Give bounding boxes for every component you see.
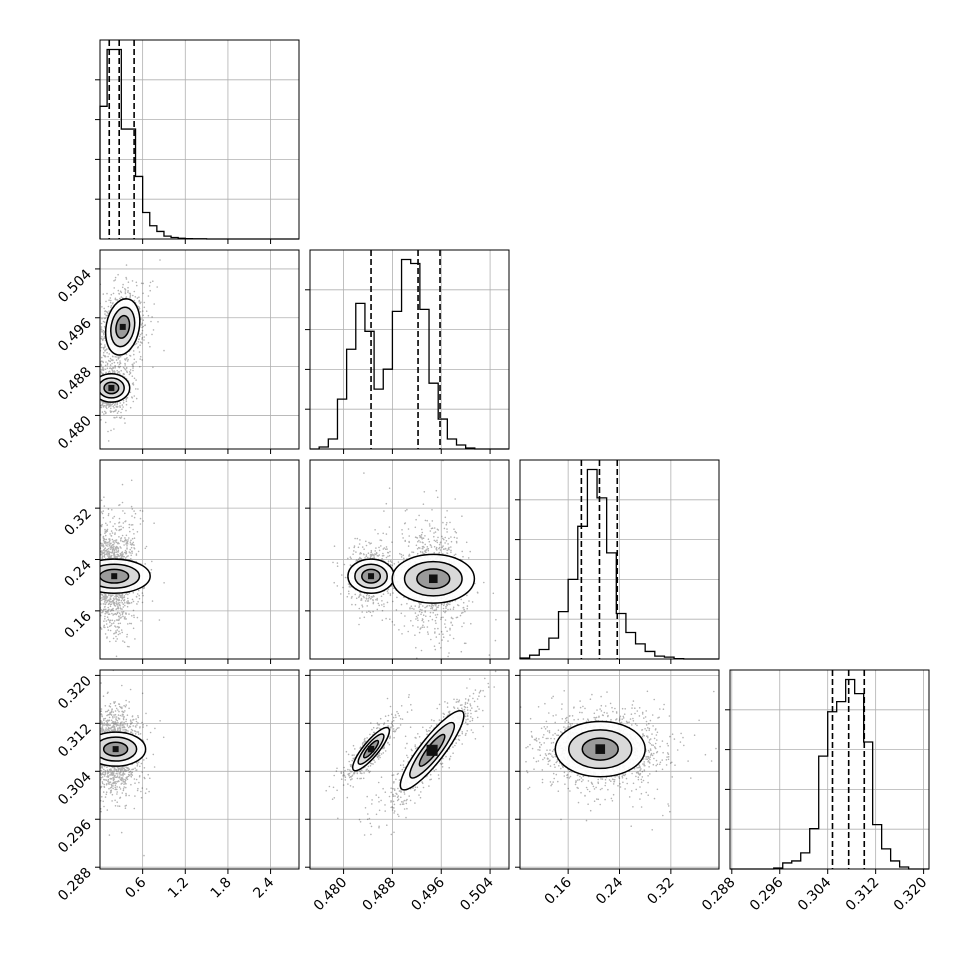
panel-frame xyxy=(519,669,720,870)
panel-frame xyxy=(309,249,510,450)
histogram-step xyxy=(99,48,299,240)
y-tick-label: 0.288 xyxy=(55,865,95,905)
y-tick-label: 0.480 xyxy=(55,413,95,453)
histogram-step xyxy=(310,258,509,450)
histogram-panel xyxy=(95,39,300,244)
density-peak xyxy=(112,746,119,753)
y-tick-label: 0.296 xyxy=(55,817,95,857)
panel-frame xyxy=(519,459,720,660)
y-tick-label: 0.312 xyxy=(55,721,95,761)
histogram-panel xyxy=(305,249,510,454)
x-tick-label: 0.16 xyxy=(542,874,575,907)
x-tick-label: 0.312 xyxy=(843,875,883,915)
histogram-panel xyxy=(515,459,720,664)
y-tick-label: 0.304 xyxy=(55,769,95,809)
y-tick-label: 0.32 xyxy=(61,506,94,539)
histogram-step xyxy=(519,468,719,660)
panel-frame xyxy=(99,249,300,450)
panel-frame xyxy=(309,669,510,870)
density-peak xyxy=(108,384,115,391)
x-tick-label: 1.2 xyxy=(165,875,192,902)
x-tick-label: 0.24 xyxy=(593,874,626,907)
sample-points xyxy=(325,670,497,836)
density-peak xyxy=(595,744,606,754)
y-tick-label: 0.488 xyxy=(55,364,95,404)
x-tick-label: 2.4 xyxy=(250,874,277,901)
density-panel: 0.16 0.24 0.32 xyxy=(515,669,720,908)
density-peak xyxy=(111,573,118,580)
density-panel xyxy=(305,459,510,664)
x-tick-label: 0.504 xyxy=(457,874,497,914)
x-tick-label: 0.320 xyxy=(891,875,931,915)
histogram-panel: 0.288 0.296 0.304 0.312 0.320 xyxy=(699,669,931,915)
panel-frame xyxy=(99,669,300,870)
x-tick-label: 0.288 xyxy=(699,875,739,915)
density-panel: 0.480 0.488 0.496 0.504 xyxy=(55,249,300,454)
density-panel: 0.6 1.2 1.8 2.4 0.288 0.296 0.304 0.312 0.320 xyxy=(55,669,300,905)
x-tick-label: 0.496 xyxy=(408,874,448,914)
y-tick-label: 0.24 xyxy=(61,557,94,590)
y-tick-label: 0.504 xyxy=(55,266,95,306)
x-tick-label: 0.488 xyxy=(360,875,400,915)
density-peak xyxy=(119,323,126,330)
panel-frame xyxy=(99,39,300,240)
density-peak xyxy=(429,574,438,584)
x-tick-label: 0.6 xyxy=(122,874,149,901)
x-tick-label: 0.480 xyxy=(311,875,351,915)
x-tick-label: 0.32 xyxy=(644,875,677,908)
histogram-step xyxy=(730,678,929,870)
y-tick-label: 0.496 xyxy=(55,315,95,355)
density-peak xyxy=(426,744,438,756)
density-panel: 0.16 0.24 0.32 xyxy=(61,459,300,664)
density-peak xyxy=(368,573,375,580)
x-tick-label: 0.296 xyxy=(747,874,787,914)
panel-frame xyxy=(309,459,510,660)
panel-frame xyxy=(99,459,300,660)
x-tick-label: 0.304 xyxy=(795,874,835,914)
panel-frame xyxy=(729,669,930,870)
y-tick-label: 0.16 xyxy=(61,608,94,641)
y-tick-label: 0.320 xyxy=(55,673,95,713)
density-peak xyxy=(367,745,375,753)
x-tick-label: 1.8 xyxy=(208,875,235,902)
